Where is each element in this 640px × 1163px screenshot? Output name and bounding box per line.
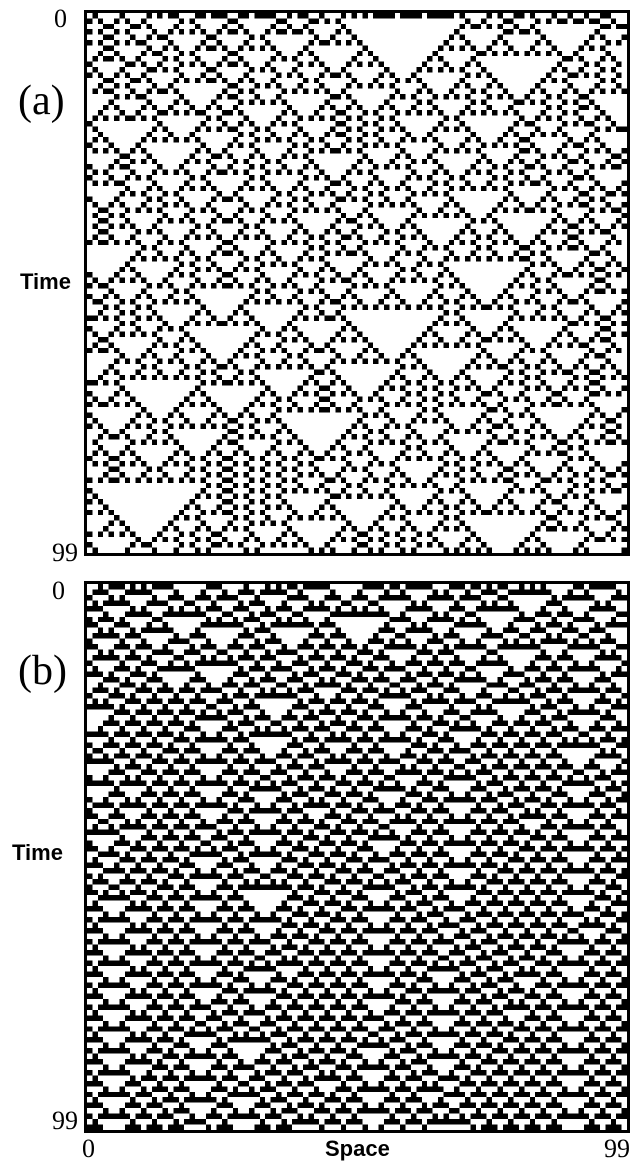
space-tick-0: 0 [82, 1134, 95, 1163]
panel-b-time-tick-0: 0 [52, 576, 65, 605]
panel-b-time-axis-title: Time [12, 840, 63, 865]
spacetime-diagram-a [84, 10, 630, 556]
space-axis-title: Space [325, 1136, 390, 1161]
panel-a-time-axis-title: Time [20, 269, 71, 294]
panel-b-time-tick-99: 99 [52, 1106, 78, 1135]
spacetime-canvas-b [87, 584, 627, 1130]
space-tick-99: 99 [604, 1134, 630, 1163]
spacetime-canvas-a [87, 13, 627, 553]
panel-a-time-tick-99: 99 [52, 538, 78, 567]
spacetime-diagram-b [84, 581, 630, 1133]
panel-b-label: (b) [18, 648, 67, 694]
panel-a-time-tick-0: 0 [54, 4, 67, 33]
panel-a-label: (a) [18, 78, 65, 124]
